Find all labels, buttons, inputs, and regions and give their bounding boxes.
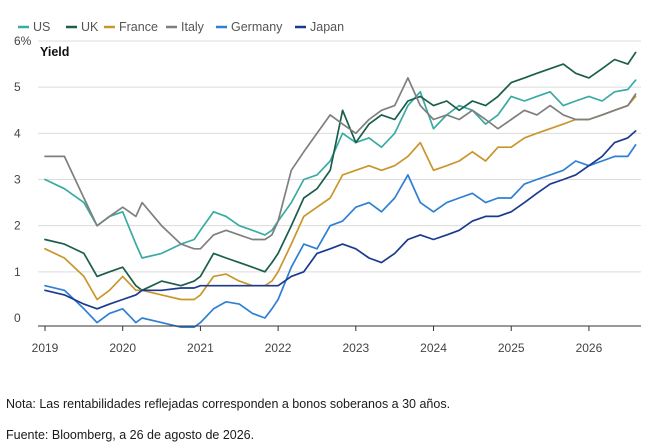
series-line-italy bbox=[44, 77, 637, 250]
x-tick-label: 2023 bbox=[342, 341, 369, 355]
x-tick-label: 2019 bbox=[32, 341, 59, 355]
y-tick-label: 4 bbox=[14, 126, 21, 140]
yield-chart: US UK France Italy Germany Japan 0 1 2 3 4 5 6% Yie… bbox=[14, 20, 641, 355]
y-tick-label: 2 bbox=[14, 219, 21, 233]
series-line-uk bbox=[44, 51, 637, 292]
y-tick-label: 6% bbox=[14, 34, 32, 48]
series-lines bbox=[44, 51, 637, 329]
x-tick-label: 2021 bbox=[187, 341, 214, 355]
gridlines bbox=[38, 40, 641, 273]
legend-label-france: France bbox=[119, 20, 158, 34]
x-tick-label: 2025 bbox=[498, 341, 525, 355]
source-note: Fuente: Bloomberg, a 26 de agosto de 202… bbox=[6, 428, 255, 442]
legend-label-germany: Germany bbox=[231, 20, 283, 34]
x-axis-ticks: 2019 2020 2021 2022 2023 2024 2025 2026 bbox=[32, 326, 603, 355]
x-tick-label: 2024 bbox=[420, 341, 447, 355]
series-line-us bbox=[44, 79, 637, 259]
y-tick-label: 3 bbox=[14, 173, 21, 187]
y-axis-ticks: 0 1 2 3 4 5 6% bbox=[14, 34, 32, 325]
legend-label-japan: Japan bbox=[310, 20, 344, 34]
legend-label-uk: UK bbox=[81, 20, 99, 34]
legend-label-us: US bbox=[33, 20, 50, 34]
series-line-france bbox=[44, 95, 637, 301]
series-line-japan bbox=[44, 130, 637, 310]
legend: US UK France Italy Germany Japan bbox=[18, 20, 344, 34]
footnote: Nota: Las rentabilidades reflejadas corr… bbox=[6, 397, 451, 411]
y-axis-label: Yield bbox=[40, 45, 69, 59]
y-tick-label: 1 bbox=[14, 265, 21, 279]
x-tick-label: 2020 bbox=[109, 341, 136, 355]
x-tick-label: 2026 bbox=[576, 341, 603, 355]
y-tick-label: 0 bbox=[14, 311, 21, 325]
series-line-germany bbox=[44, 144, 637, 329]
legend-label-italy: Italy bbox=[181, 20, 205, 34]
x-tick-label: 2022 bbox=[265, 341, 292, 355]
y-tick-label: 5 bbox=[14, 80, 21, 94]
